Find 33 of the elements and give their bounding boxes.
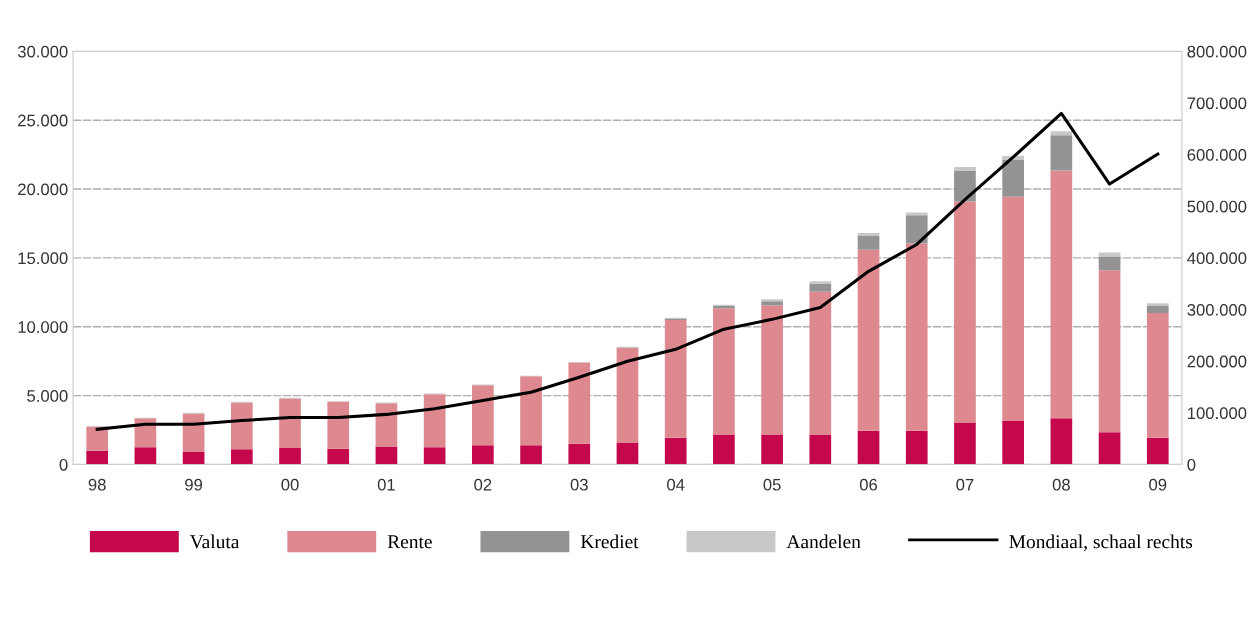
y2-tick-label: 300.000 xyxy=(1187,303,1247,316)
legend-label: Aandelen xyxy=(786,534,861,549)
x-tick-label: 01 xyxy=(377,478,395,491)
y-tick-label: 20.000 xyxy=(18,183,68,196)
x-tick-label: 00 xyxy=(281,478,299,491)
x-tick-label: 08 xyxy=(1052,478,1070,491)
x-tick-label: 98 xyxy=(88,478,106,491)
y2-tick-label: 700.000 xyxy=(1187,97,1247,110)
y2-tick-label: 200.000 xyxy=(1187,355,1247,368)
y-tick-label: 5.000 xyxy=(27,390,68,402)
y2-tick-label: 600.000 xyxy=(1187,149,1247,161)
y-tick-label: 30.000 xyxy=(17,45,68,58)
legend-label: Valuta xyxy=(189,534,240,549)
y-tick-label: 15.000 xyxy=(18,252,68,265)
legend-label: Krediet xyxy=(580,534,639,549)
legend-label: Rente xyxy=(387,535,432,549)
x-tick-label: 02 xyxy=(474,478,492,491)
x-tick-label: 07 xyxy=(956,478,974,491)
y2-tick-label: 800.000 xyxy=(1187,45,1247,58)
x-tick-label: 04 xyxy=(667,478,685,491)
legend-label: Mondiaal, schaal rechts xyxy=(1009,534,1193,552)
x-tick-label: 03 xyxy=(570,478,588,491)
x-tick-label: 05 xyxy=(763,478,781,491)
y2-tick-label: 100.000 xyxy=(1188,407,1247,420)
x-tick-label: 06 xyxy=(859,478,878,491)
y-tick-label: 25.000 xyxy=(18,114,68,127)
y-tick-label: 10.000 xyxy=(18,321,68,333)
y2-tick-label: 400.000 xyxy=(1187,252,1247,265)
y2-tick-label: 500.000 xyxy=(1187,200,1247,213)
y-tick-label: 0 xyxy=(59,458,68,471)
y2-tick-label: 0 xyxy=(1187,458,1196,471)
x-tick-label: 99 xyxy=(185,478,203,491)
x-tick-label: 09 xyxy=(1149,478,1167,491)
